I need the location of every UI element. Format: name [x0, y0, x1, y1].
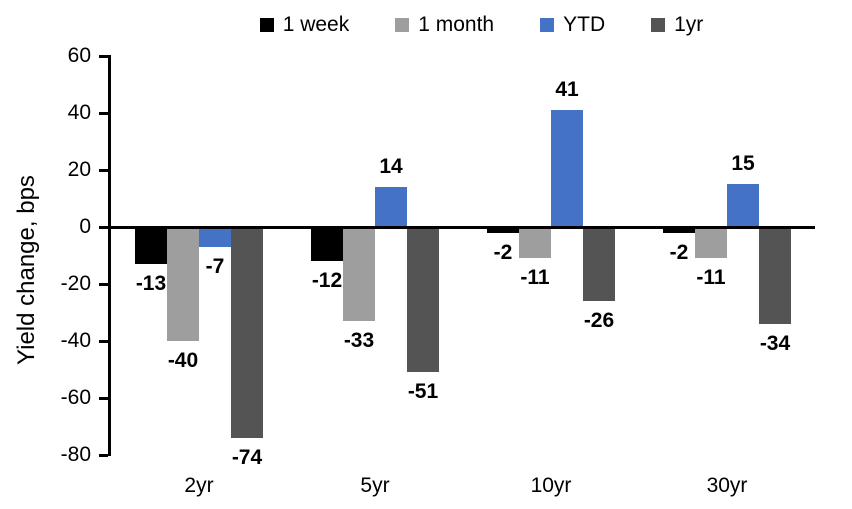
bar-YTD-10yr — [551, 110, 583, 227]
y-tick-label--40: -40 — [60, 329, 91, 352]
data-label-YTD-30yr: 15 — [731, 152, 755, 176]
bar-1week-30yr — [663, 227, 695, 233]
bar-1month-30yr — [695, 227, 727, 259]
bar-YTD-2yr — [199, 227, 231, 247]
data-label-1yr-2yr: -74 — [231, 445, 263, 469]
data-label-1week-30yr: -2 — [669, 240, 689, 264]
y-tick-label-40: 40 — [67, 101, 91, 124]
x-category-label-5yr: 5yr — [360, 474, 390, 497]
chart-legend: 1 week 1 month YTD 1yr — [111, 10, 852, 40]
y-axis-tick — [99, 453, 108, 457]
data-label-1month-10yr: -11 — [520, 266, 550, 290]
legend-label: 1 week — [282, 13, 350, 36]
data-label-1week-10yr: -2 — [493, 240, 513, 264]
bar-1month-5yr — [343, 227, 375, 322]
bar-1yr-5yr — [407, 227, 439, 373]
data-label-1month-5yr: -33 — [343, 329, 375, 353]
legend-marker-icon — [395, 18, 410, 32]
bar-YTD-5yr — [375, 187, 407, 227]
bar-1yr-2yr — [231, 227, 263, 438]
y-axis-tick — [99, 225, 108, 229]
legend-item-YTD: YTD — [540, 13, 605, 37]
legend-label: YTD — [563, 13, 606, 36]
y-tick-label-20: 20 — [67, 158, 91, 181]
y-tick-label--20: -20 — [60, 272, 91, 295]
y-tick-label-60: 60 — [67, 44, 91, 67]
bar-1yr-10yr — [583, 227, 615, 302]
bar-1month-2yr — [167, 227, 199, 341]
y-axis-tick — [99, 282, 108, 286]
legend-item-1week: 1 week — [259, 13, 350, 37]
legend-item-1yr: 1yr — [651, 13, 703, 37]
y-axis-line — [108, 55, 111, 456]
y-axis-tick — [99, 396, 108, 400]
data-label-1month-2yr: -40 — [167, 349, 199, 372]
bar-1month-10yr — [519, 227, 551, 259]
bar-1yr-30yr — [759, 227, 791, 324]
y-axis-tick — [99, 111, 108, 115]
y-axis-tick — [99, 168, 108, 172]
legend-marker-icon — [259, 18, 274, 32]
y-axis-tick — [99, 339, 108, 343]
x-axis-zero-line — [111, 225, 815, 229]
x-category-label-2yr: 2yr — [184, 474, 214, 497]
bar-YTD-30yr — [727, 184, 759, 227]
x-category-label-30yr: 30yr — [706, 474, 748, 497]
y-axis-tick — [99, 54, 108, 58]
y-tick-label--60: -60 — [60, 386, 91, 409]
x-category-label-10yr: 10yr — [530, 474, 572, 497]
data-label-1yr-5yr: -51 — [407, 380, 439, 404]
data-label-1month-30yr: -11 — [696, 266, 726, 290]
y-tick-label-0: 0 — [79, 215, 91, 238]
legend-marker-icon — [651, 18, 666, 32]
legend-item-1month: 1 month — [395, 13, 494, 37]
data-label-1yr-10yr: -26 — [583, 309, 615, 333]
legend-label: 1 month — [418, 13, 495, 36]
y-tick-label--80: -80 — [60, 443, 91, 466]
data-label-YTD-2yr: -7 — [205, 254, 225, 278]
bar-1week-2yr — [135, 227, 167, 265]
data-label-YTD-10yr: 41 — [555, 78, 579, 102]
bar-1week-5yr — [311, 227, 343, 262]
data-label-1yr-30yr: -34 — [759, 331, 791, 355]
bar-1week-10yr — [487, 227, 519, 233]
data-label-1week-5yr: -12 — [311, 269, 343, 293]
legend-marker-icon — [540, 18, 555, 32]
data-label-YTD-5yr: 14 — [379, 155, 403, 179]
data-label-1week-2yr: -13 — [135, 272, 167, 296]
legend-label: 1yr — [674, 13, 704, 36]
